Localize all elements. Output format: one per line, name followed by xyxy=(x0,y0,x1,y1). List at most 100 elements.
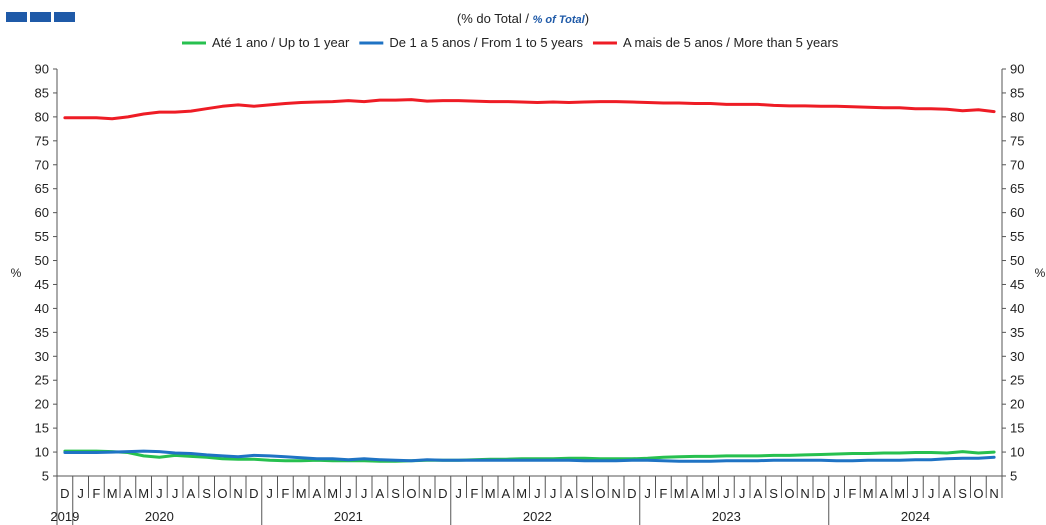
y-tick-label-right: 20 xyxy=(1010,397,1024,412)
x-month-label: F xyxy=(92,486,100,501)
x-month-label: F xyxy=(659,486,667,501)
x-month-label: J xyxy=(345,486,352,501)
chart-title-pt: (% do Total / xyxy=(456,11,533,26)
x-month-label: N xyxy=(233,486,242,501)
x-month-label: M xyxy=(894,486,905,501)
y-tick-label-left: 20 xyxy=(35,397,49,412)
x-month-label: O xyxy=(784,486,794,501)
x-month-label: A xyxy=(691,486,700,501)
x-month-label: J xyxy=(266,486,273,501)
x-month-label: J xyxy=(550,486,557,501)
x-month-label: S xyxy=(958,486,967,501)
x-month-label: J xyxy=(644,486,651,501)
x-month-label: A xyxy=(754,486,763,501)
x-year-label: 2023 xyxy=(712,509,741,524)
chart-title-close: ) xyxy=(584,11,590,26)
x-month-label: F xyxy=(470,486,478,501)
x-month-label: M xyxy=(107,486,118,501)
x-month-label: A xyxy=(943,486,952,501)
x-month-label: F xyxy=(281,486,289,501)
y-tick-label-right: 75 xyxy=(1010,133,1024,148)
legend-label: Até 1 ano / Up to 1 year xyxy=(212,35,350,50)
y-tick-label-right: 35 xyxy=(1010,325,1024,340)
x-month-label: M xyxy=(296,486,307,501)
y-tick-label-right: 50 xyxy=(1010,253,1024,268)
chart-title-en: % of Total xyxy=(532,14,585,26)
x-month-label: M xyxy=(138,486,149,501)
y-tick-label-left: 45 xyxy=(35,277,49,292)
x-month-label: S xyxy=(769,486,778,501)
x-month-label: A xyxy=(124,486,133,501)
y-tick-label-left: 65 xyxy=(35,181,49,196)
brand-logo xyxy=(6,12,75,22)
y-tick-label-left: 35 xyxy=(35,325,49,340)
x-month-label: O xyxy=(406,486,416,501)
x-month-label: J xyxy=(723,486,730,501)
y-tick-label-right: 10 xyxy=(1010,445,1024,460)
y-tick-label-left: 85 xyxy=(35,85,49,100)
x-month-label: O xyxy=(595,486,605,501)
y-tick-label-left: 55 xyxy=(35,229,49,244)
x-month-label: A xyxy=(565,486,574,501)
logo-block xyxy=(30,12,51,22)
y-tick-label-right: 60 xyxy=(1010,205,1024,220)
x-month-label: S xyxy=(202,486,211,501)
x-month-label: D xyxy=(627,486,636,501)
y-tick-label-left: 75 xyxy=(35,133,49,148)
x-month-label: O xyxy=(217,486,227,501)
x-month-label: S xyxy=(580,486,589,501)
logo-block xyxy=(54,12,75,22)
y-tick-label-left: 70 xyxy=(35,157,49,172)
x-month-label: N xyxy=(989,486,998,501)
x-month-label: J xyxy=(928,486,935,501)
x-month-label: J xyxy=(455,486,462,501)
y-tick-label-right: 65 xyxy=(1010,181,1024,196)
legend-label: De 1 a 5 anos / From 1 to 5 years xyxy=(389,35,583,50)
y-tick-label-left: 30 xyxy=(35,349,49,364)
x-month-label: A xyxy=(376,486,385,501)
logo-block xyxy=(6,12,27,22)
y-tick-label-right: 45 xyxy=(1010,277,1024,292)
y-tick-label-left: 25 xyxy=(35,373,49,388)
y-tick-label-left: 90 xyxy=(35,62,49,77)
x-month-label: M xyxy=(327,486,338,501)
x-month-label: D xyxy=(60,486,69,501)
y-tick-label-right: 40 xyxy=(1010,301,1024,316)
y-tick-label-right: 5 xyxy=(1010,469,1017,484)
legend-label: A mais de 5 anos / More than 5 years xyxy=(623,35,839,50)
x-month-label: O xyxy=(973,486,983,501)
x-month-label: J xyxy=(739,486,746,501)
x-month-label: D xyxy=(249,486,258,501)
x-month-label: J xyxy=(156,486,163,501)
y-tick-label-right: 85 xyxy=(1010,85,1024,100)
x-year-label: 2020 xyxy=(145,509,174,524)
series-line xyxy=(63,98,996,121)
x-month-label: M xyxy=(485,486,496,501)
y-tick-label-right: 25 xyxy=(1010,373,1024,388)
y-tick-label-left: 50 xyxy=(35,253,49,268)
y-tick-label-left: 60 xyxy=(35,205,49,220)
x-month-label: N xyxy=(422,486,431,501)
y-tick-label-left: 10 xyxy=(35,445,49,460)
series-line xyxy=(63,449,996,463)
chart-title: (% do Total / % of Total) xyxy=(0,11,1046,26)
x-month-label: M xyxy=(863,486,874,501)
x-year-label: 2021 xyxy=(334,509,363,524)
x-month-label: N xyxy=(800,486,809,501)
y-axis-title-left: % xyxy=(11,266,22,280)
x-month-label: M xyxy=(516,486,527,501)
x-month-label: J xyxy=(912,486,919,501)
y-tick-label-left: 80 xyxy=(35,109,49,124)
y-tick-label-left: 15 xyxy=(35,421,49,436)
x-month-label: A xyxy=(313,486,322,501)
y-tick-label-left: 40 xyxy=(35,301,49,316)
y-tick-label-right: 90 xyxy=(1010,62,1024,77)
y-tick-label-left: 5 xyxy=(42,469,49,484)
y-tick-label-right: 70 xyxy=(1010,157,1024,172)
y-axis-title-right: % xyxy=(1035,266,1046,280)
x-month-label: J xyxy=(77,486,84,501)
x-month-label: A xyxy=(502,486,511,501)
y-tick-label-right: 80 xyxy=(1010,109,1024,124)
y-tick-label-right: 15 xyxy=(1010,421,1024,436)
